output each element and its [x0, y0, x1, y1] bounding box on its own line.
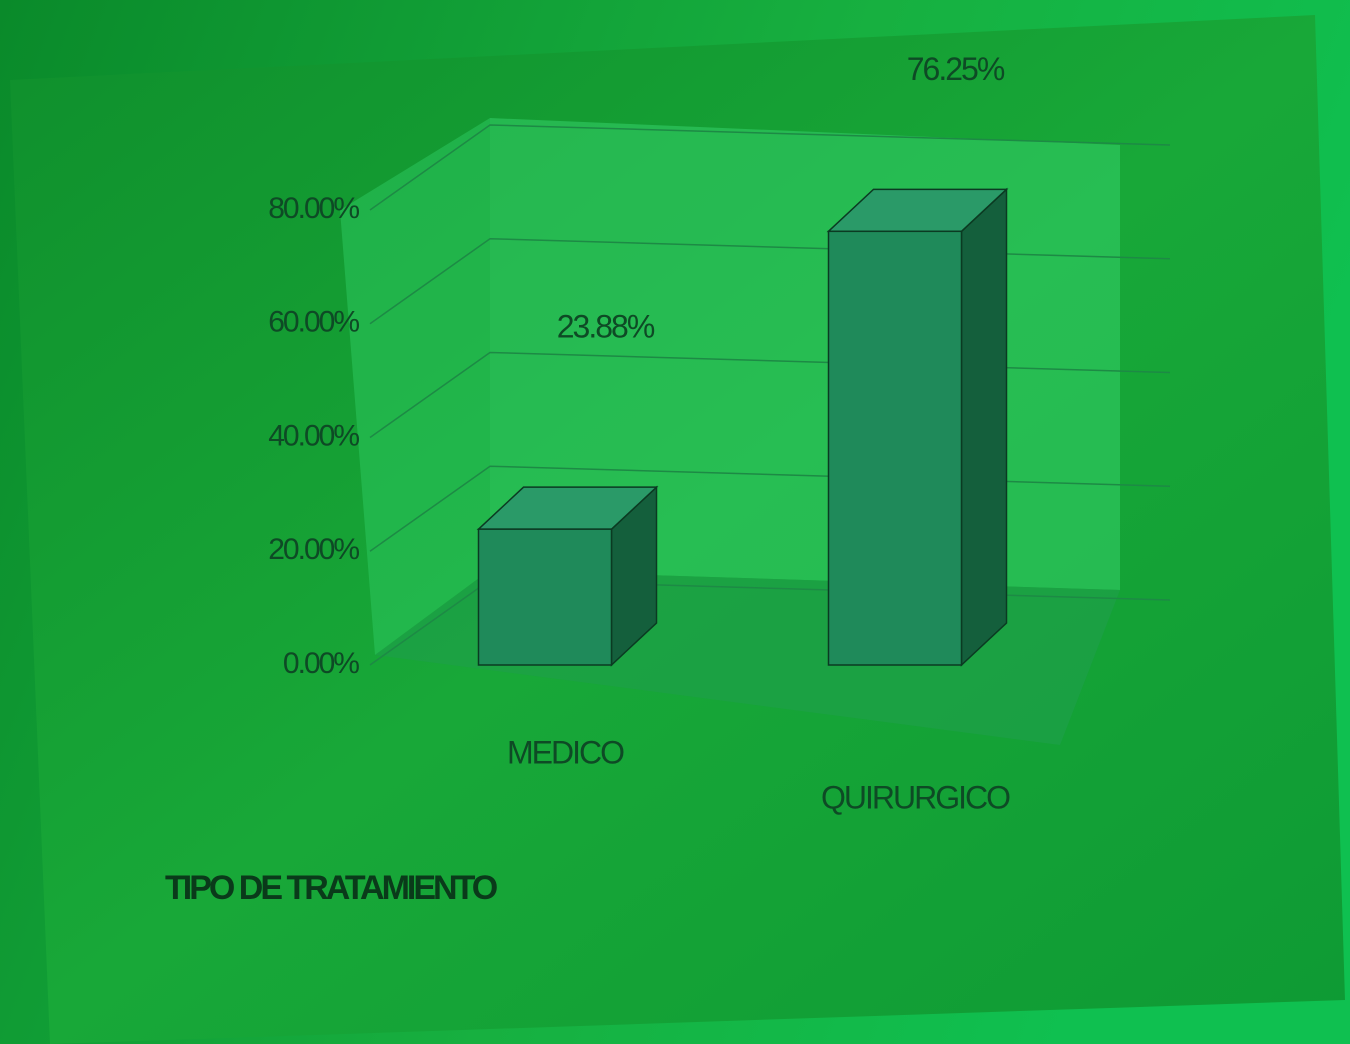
bar-side	[960, 187, 1008, 667]
y-tick-label: 0.00%	[283, 647, 359, 680]
y-tick-label: 40.00%	[268, 419, 359, 452]
data-label: 76.25%	[907, 51, 1005, 87]
x-axis-title: TIPO DE TRATAMIENTO	[165, 869, 498, 907]
data-label: 23.88%	[557, 309, 655, 345]
y-tick-label: 20.00%	[268, 533, 359, 566]
bar	[827, 230, 963, 666]
y-tick-label: 60.00%	[268, 306, 359, 339]
grid-line	[369, 124, 1171, 211]
y-tick-label: 80.00%	[268, 192, 359, 225]
x-tick-label: QUIRURGICO	[821, 779, 1010, 815]
x-tick-label: MEDICO	[507, 734, 624, 770]
side-wall	[340, 118, 490, 655]
bar	[477, 528, 613, 666]
